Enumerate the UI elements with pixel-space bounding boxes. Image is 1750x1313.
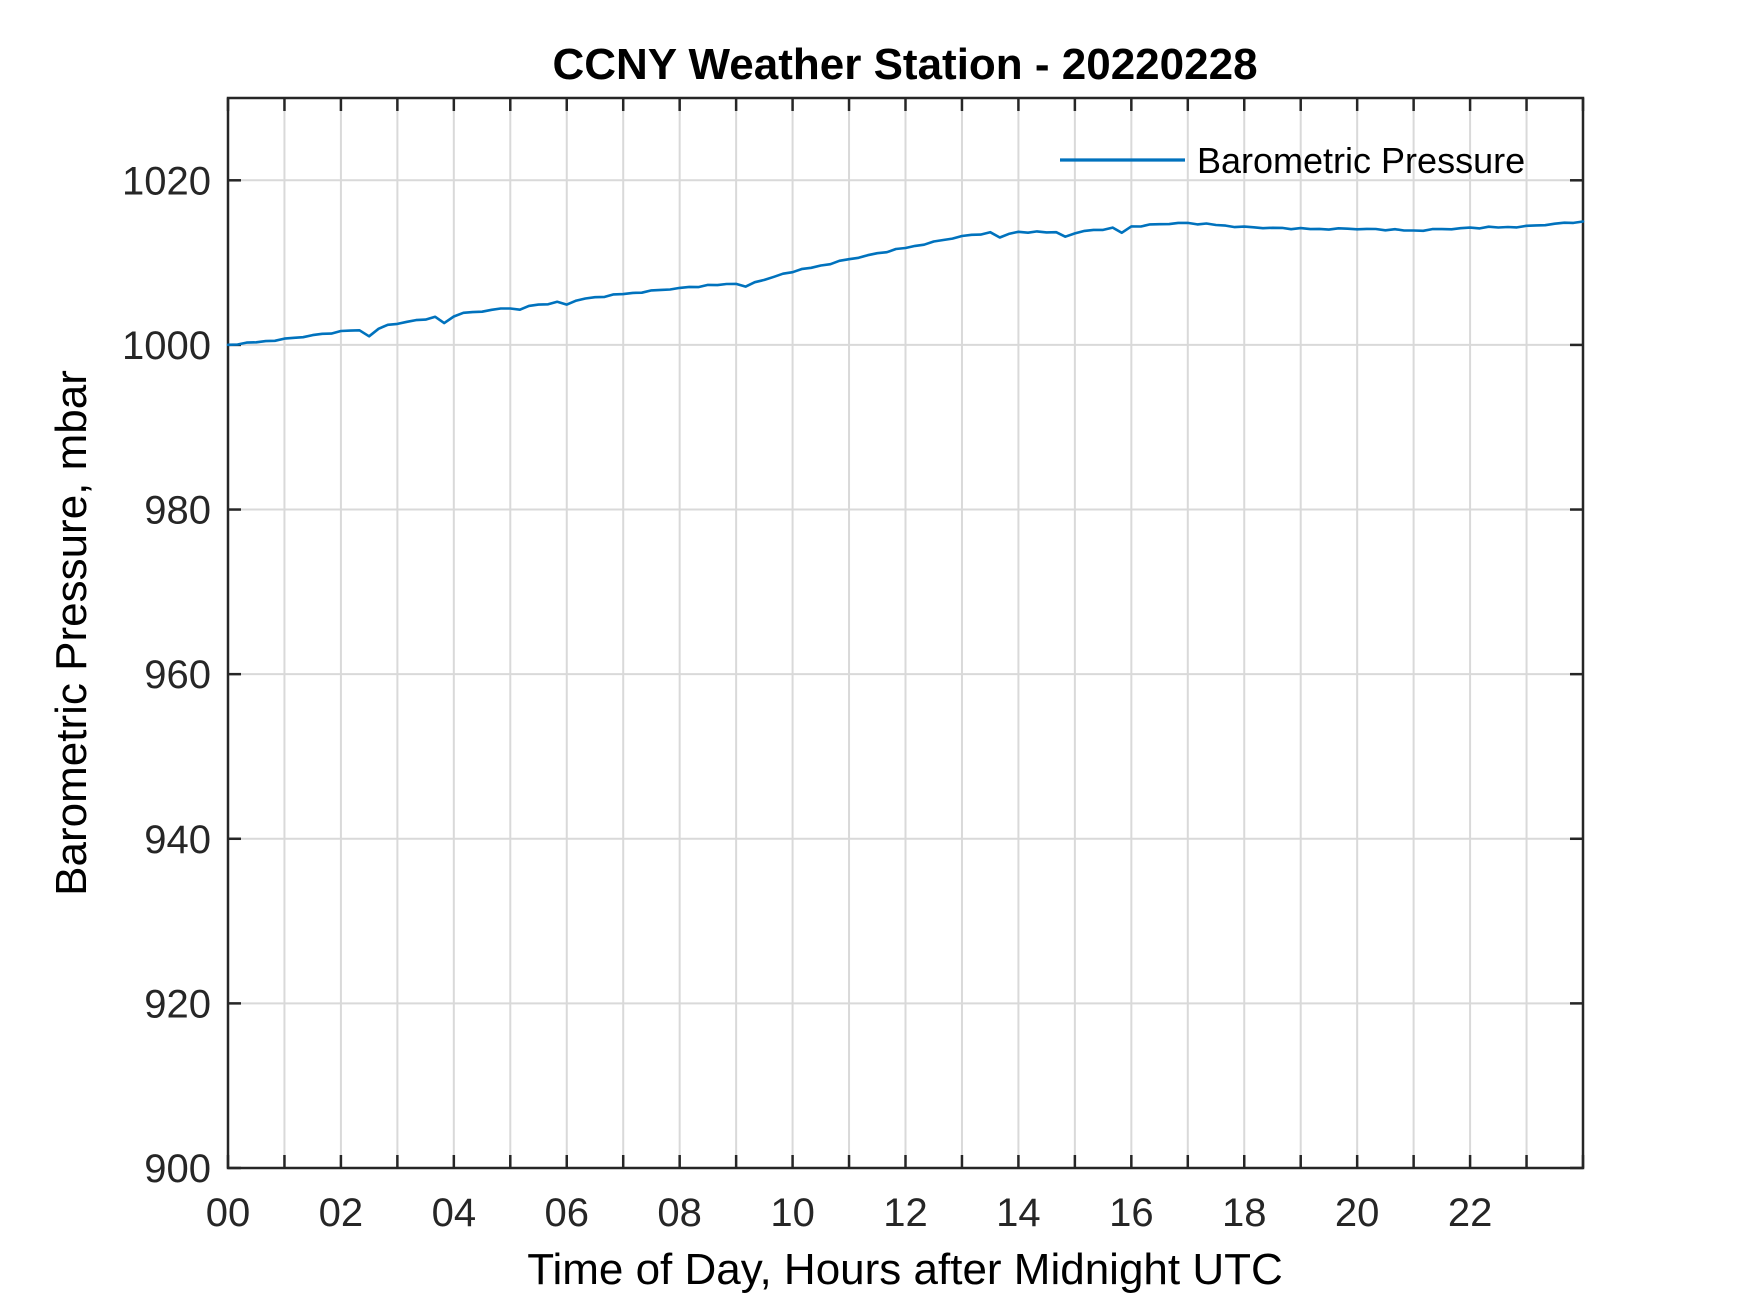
x-tick-label: 08 (657, 1191, 702, 1235)
y-tick-label: 900 (144, 1147, 211, 1191)
y-tick-label: 920 (144, 982, 211, 1026)
barometric-pressure-line (226, 220, 1585, 347)
axis-ticks (226, 98, 1585, 1170)
x-tick-label: 22 (1448, 1191, 1493, 1235)
y-tick-label: 1000 (122, 324, 211, 368)
legend: Barometric Pressure (1060, 140, 1525, 181)
x-tick-label: 06 (545, 1191, 590, 1235)
x-tick-label: 12 (883, 1191, 928, 1235)
grid-lines (228, 98, 1583, 1168)
x-tick-label: 14 (996, 1191, 1041, 1235)
y-tick-label: 940 (144, 818, 211, 862)
x-axis-label: Time of Day, Hours after Midnight UTC (527, 1245, 1283, 1294)
x-tick-label: 20 (1335, 1191, 1380, 1235)
axes-box (226, 96, 1585, 1170)
legend-label: Barometric Pressure (1197, 140, 1525, 181)
x-tick-label: 00 (206, 1191, 251, 1235)
tick-labels: 00 02 04 06 08 10 12 14 16 18 20 22 900 920 940 960 980 1… (122, 159, 1492, 1235)
y-tick-label: 960 (144, 653, 211, 697)
x-tick-label: 18 (1222, 1191, 1267, 1235)
y-tick-label: 980 (144, 489, 211, 533)
data-series-layer (226, 220, 1585, 347)
x-tick-label: 16 (1109, 1191, 1154, 1235)
x-tick-label: 02 (319, 1191, 364, 1235)
y-axis-label: Barometric Pressure, mbar (47, 370, 96, 896)
y-tick-label: 1020 (122, 159, 211, 203)
x-tick-label: 04 (432, 1191, 477, 1235)
chart-title: CCNY Weather Station - 20220228 (552, 40, 1257, 89)
x-tick-label: 10 (770, 1191, 815, 1235)
